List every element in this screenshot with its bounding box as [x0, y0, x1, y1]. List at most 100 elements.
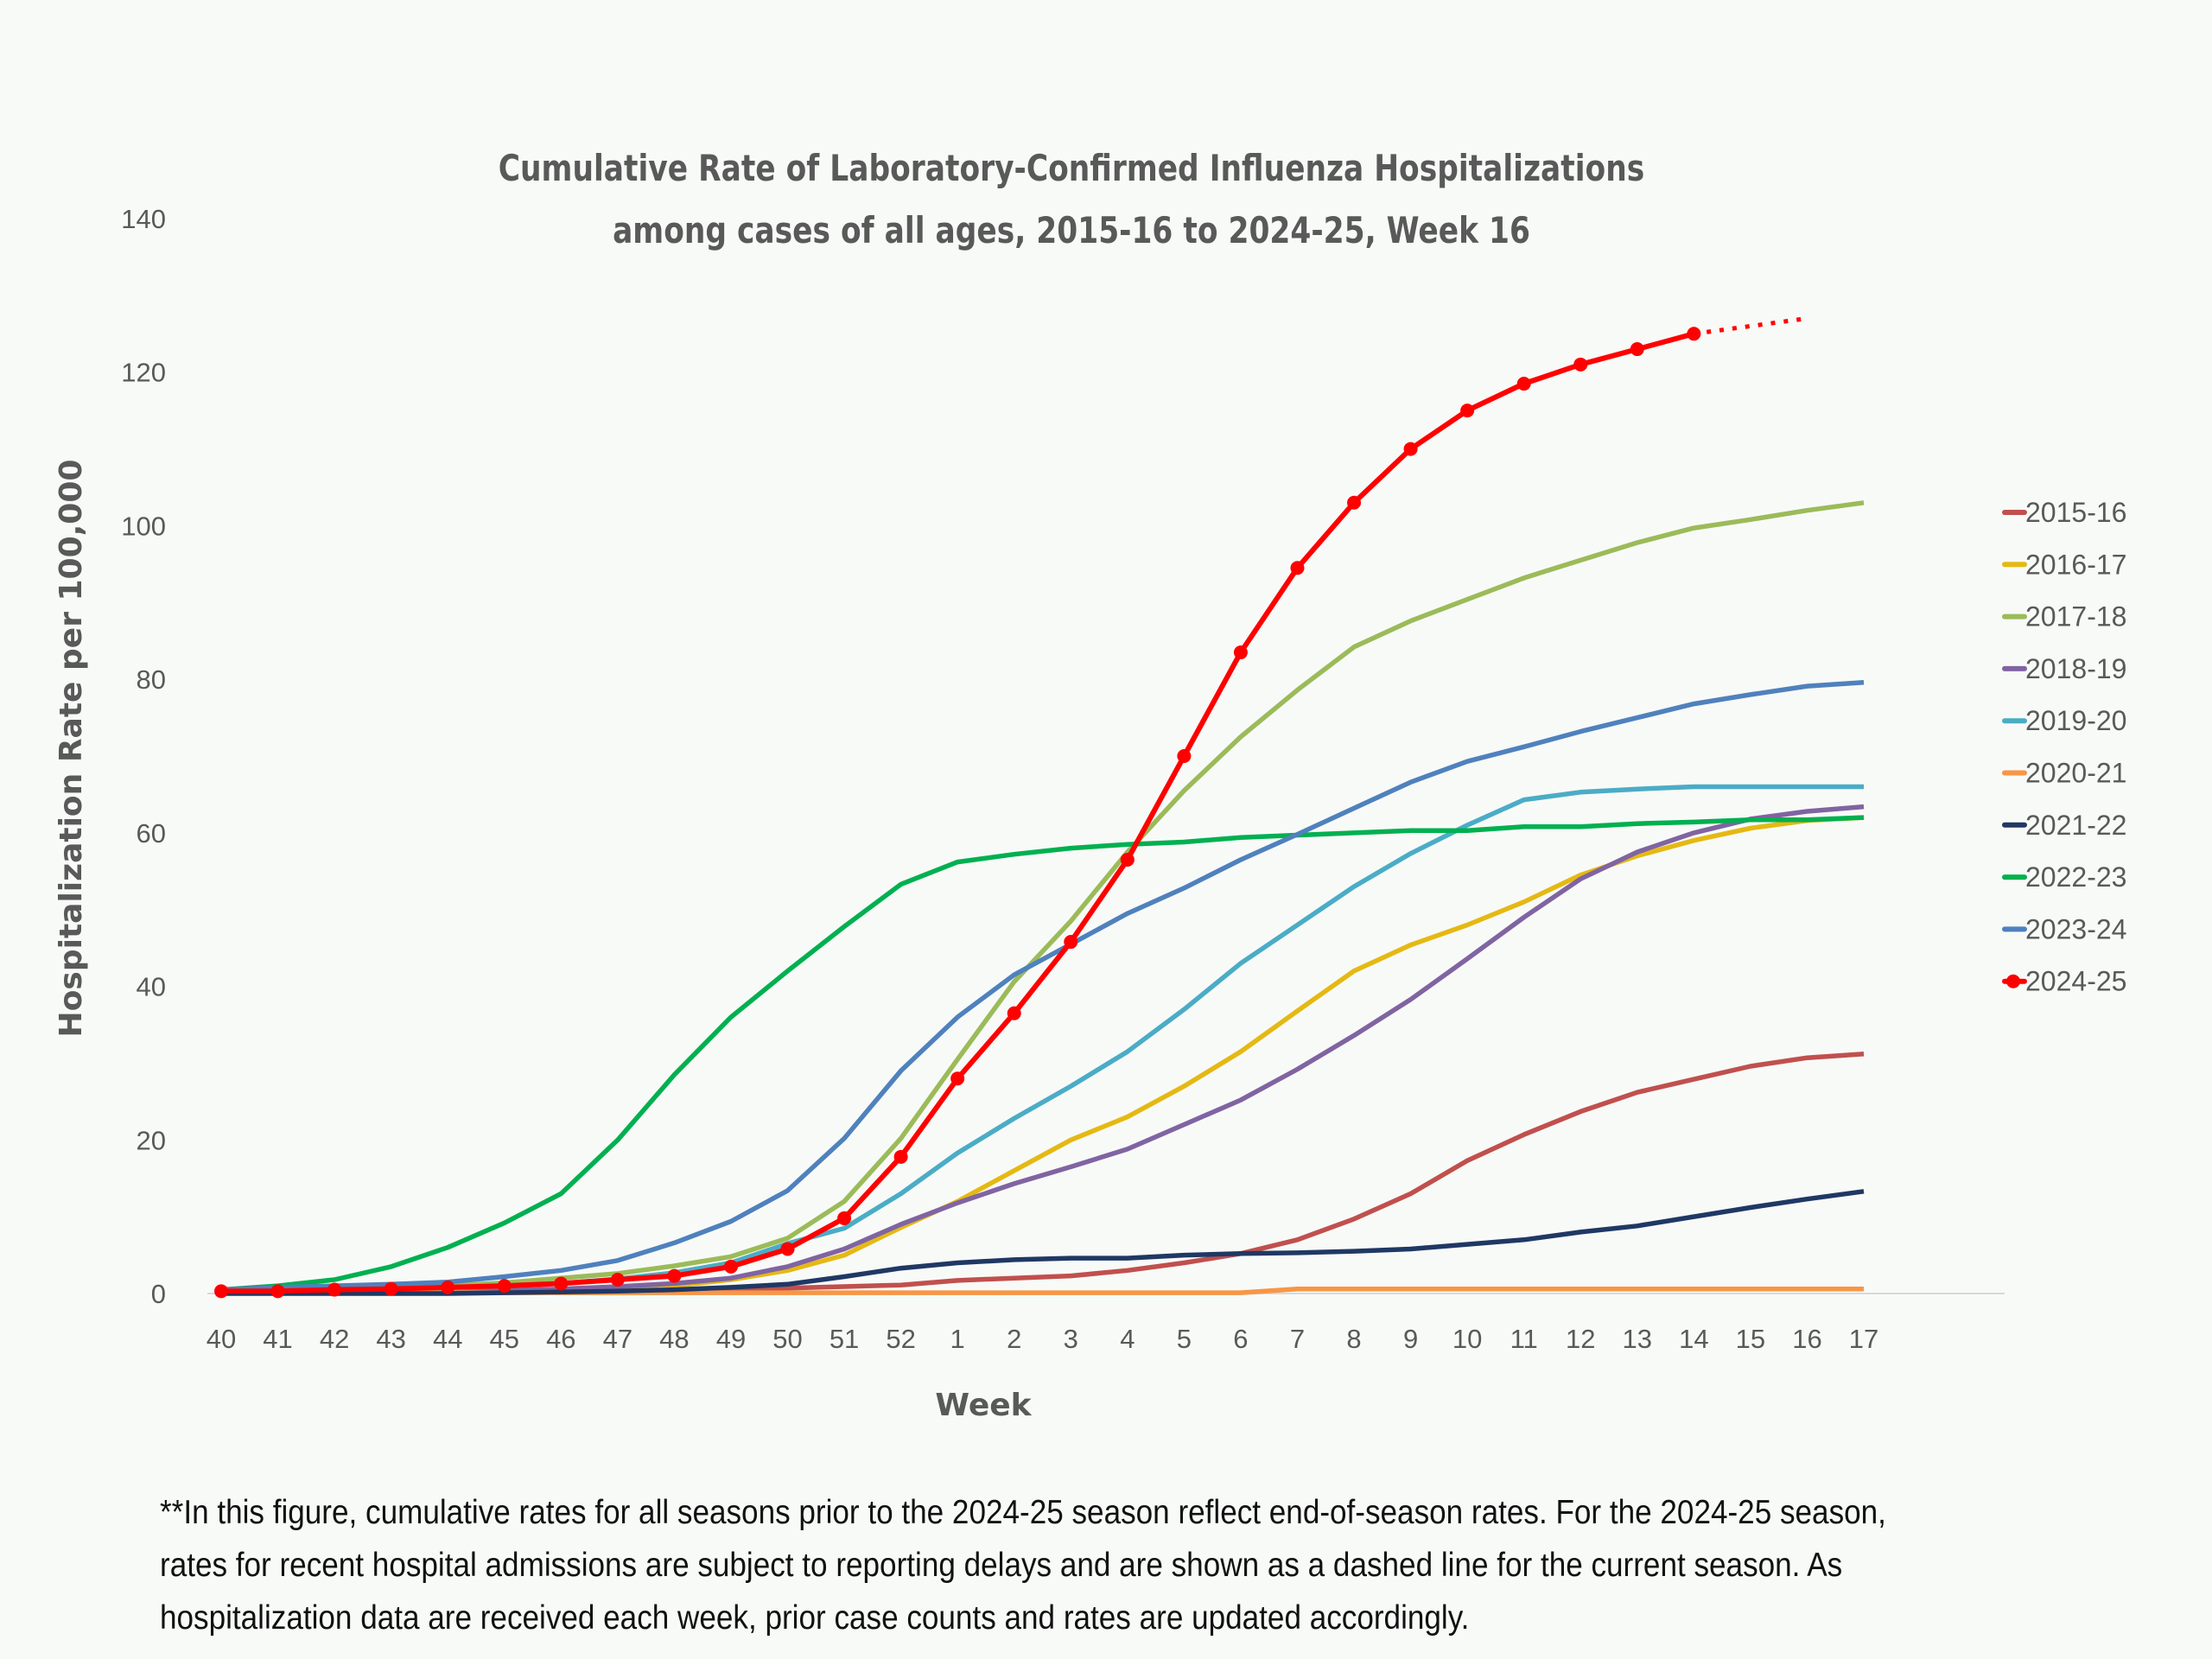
y-tick-label: 20: [137, 1125, 166, 1155]
data-point: [554, 1276, 569, 1291]
x-tick-label: 8: [1346, 1324, 1361, 1354]
y-tick-label: 140: [121, 204, 166, 234]
x-tick-label: 11: [1510, 1324, 1538, 1354]
data-point: [384, 1281, 398, 1296]
series-line: [221, 331, 1695, 1294]
chart-subtitle: among cases of all ages, 2015-16 to 2024…: [613, 209, 1530, 251]
y-tick-label: 120: [121, 358, 166, 388]
series-line: [221, 815, 1865, 1295]
legend: 2015-16 2016-17 2017-18 2018-19 2019-20 2020-…: [2002, 497, 2126, 997]
series-line: [220, 815, 1865, 1293]
legend-item: 2024-25: [2002, 966, 2126, 997]
data-point: [610, 1273, 625, 1287]
x-tick-label: 50: [772, 1324, 802, 1354]
x-tick-label: 9: [1403, 1324, 1418, 1354]
y-tick-label: 60: [137, 818, 166, 849]
y-tick-label: 40: [137, 972, 166, 1002]
x-axis-title: Week: [935, 1388, 1032, 1423]
x-tick-label: 4: [1120, 1324, 1135, 1354]
legend-item: 2021-22: [2002, 810, 2126, 841]
x-tick-label: 15: [1736, 1324, 1765, 1354]
series-2022-23: [220, 815, 1865, 1293]
legend-label: 2018-19: [2025, 653, 2126, 684]
legend-label: 2019-20: [2025, 705, 2126, 736]
series-2024-25: [214, 316, 1808, 1299]
data-point: [837, 1211, 852, 1225]
legend-item: 2022-23: [2002, 861, 2126, 893]
data-point: [667, 1268, 682, 1283]
x-tick-label: 51: [830, 1324, 859, 1354]
legend-item: 2016-17: [2002, 549, 2126, 580]
series-2017-18: [220, 500, 1865, 1294]
series-2023-24: [220, 679, 1865, 1293]
y-axis-title: Hospitalization Rate per 100,000: [54, 460, 89, 1038]
legend-label: 2024-25: [2025, 966, 2126, 997]
legend-label: 2016-17: [2025, 549, 2126, 580]
x-tick-label: 41: [263, 1324, 292, 1354]
x-tick-label: 7: [1290, 1324, 1305, 1354]
series-2016-17: [221, 815, 1865, 1295]
data-point: [1403, 442, 1418, 456]
data-point: [1687, 327, 1701, 341]
x-tick-label: 48: [659, 1324, 689, 1354]
legend-label: 2020-21: [2025, 758, 2126, 789]
data-point: [270, 1284, 285, 1299]
x-tick-label: 45: [490, 1324, 519, 1354]
data-point: [1177, 749, 1192, 763]
y-tick-label: 80: [137, 664, 166, 695]
x-tick-label: 14: [1679, 1324, 1708, 1354]
x-tick-label: 47: [603, 1324, 632, 1354]
data-point: [1630, 342, 1644, 357]
data-point: [780, 1242, 795, 1256]
data-point: [1460, 404, 1475, 418]
x-tick-label: 6: [1233, 1324, 1248, 1354]
legend-label: 2023-24: [2025, 913, 2126, 944]
legend-item: 2018-19: [2002, 653, 2126, 684]
data-point: [327, 1282, 342, 1297]
data-point: [950, 1071, 965, 1086]
series-line: [220, 679, 1865, 1293]
data-point: [1290, 561, 1305, 575]
x-tick-label: 3: [1064, 1324, 1078, 1354]
x-tick-label: 46: [546, 1324, 575, 1354]
data-point: [893, 1149, 908, 1164]
series-lines: [214, 316, 1865, 1299]
legend-item: 2015-16: [2002, 497, 2126, 528]
data-point: [1347, 495, 1362, 510]
y-tick-label: 100: [121, 511, 166, 541]
x-tick-label: 1: [950, 1324, 965, 1354]
data-point: [1233, 645, 1248, 660]
legend-label: 2017-18: [2025, 601, 2126, 632]
data-point: [1064, 935, 1078, 950]
legend-item: 2020-21: [2002, 758, 2126, 789]
data-point: [214, 1284, 228, 1299]
legend-item: 2017-18: [2002, 601, 2126, 632]
series-line: [220, 500, 1865, 1294]
legend-label: 2022-23: [2025, 861, 2126, 893]
data-point: [497, 1279, 512, 1294]
x-tick-label: 52: [886, 1324, 915, 1354]
series-line: [221, 1189, 1865, 1296]
legend-label: 2021-22: [2025, 810, 2126, 841]
x-ticks: 40 41 42 43 44 45 46 47 48 49 50 51 52 1 2 3 4 5 6 7 8 9 10 11 1…: [207, 1324, 1878, 1354]
x-tick-label: 43: [376, 1324, 405, 1354]
legend-label: 2015-16: [2025, 497, 2126, 528]
x-tick-label: 16: [1792, 1324, 1821, 1354]
series-dashed-line: [1693, 316, 1808, 336]
x-tick-label: 12: [1566, 1324, 1595, 1354]
data-point: [1120, 852, 1135, 867]
data-point: [723, 1259, 738, 1274]
x-tick-label: 17: [1849, 1324, 1878, 1354]
footnote: **In this figure, cumulative rates for a…: [160, 1494, 1886, 1637]
y-ticks: 0 20 40 60 80 100 120 140: [121, 204, 166, 1309]
series-2018-19: [221, 804, 1865, 1295]
data-point: [1516, 377, 1531, 391]
legend-item: 2023-24: [2002, 913, 2126, 944]
data-point: [441, 1280, 455, 1294]
x-tick-label: 40: [207, 1324, 236, 1354]
x-tick-label: 49: [716, 1324, 746, 1354]
x-tick-label: 5: [1177, 1324, 1192, 1354]
chart-title: Cumulative Rate of Laboratory-Confirmed …: [498, 147, 1645, 189]
x-tick-label: 42: [320, 1324, 349, 1354]
